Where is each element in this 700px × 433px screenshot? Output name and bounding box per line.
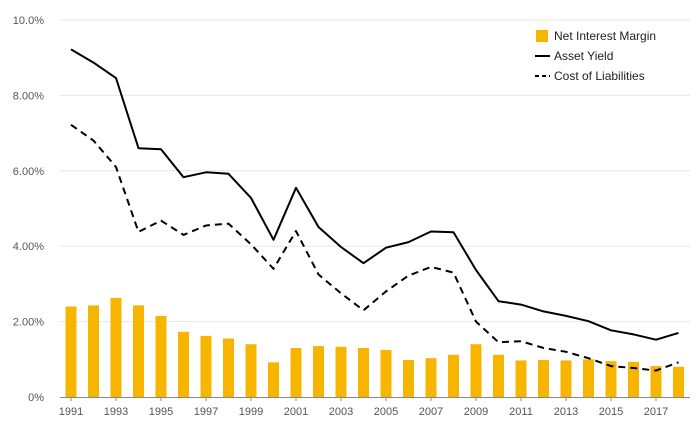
- bar-net-interest-margin: [583, 359, 594, 397]
- legend-swatch-net-interest-margin: [536, 30, 548, 42]
- bar-net-interest-margin: [313, 346, 324, 397]
- bar-net-interest-margin: [200, 335, 212, 397]
- bar-net-interest-margin: [493, 354, 504, 397]
- bar-net-interest-margin: [110, 297, 122, 397]
- bar-net-interest-margin: [515, 360, 527, 397]
- x-tick-label: 2011: [509, 406, 533, 418]
- bar-net-interest-margin: [628, 361, 639, 397]
- y-tick-label: 10.0%: [13, 15, 44, 27]
- line-cost-of-liabilities: [70, 123, 679, 372]
- legend-label: Asset Yield: [554, 49, 613, 63]
- y-tick-label: 6.00%: [13, 166, 44, 178]
- bar-net-interest-margin: [268, 362, 279, 397]
- bar-net-interest-margin: [425, 358, 437, 397]
- x-axis-tick-labels: 1991 1993 1995 1997 1999 2001 2003 2005 2007 2009…: [59, 397, 668, 418]
- x-tick-label: 1993: [104, 406, 128, 418]
- bar-net-interest-margin: [65, 306, 77, 397]
- x-tick-label: 2005: [374, 406, 398, 418]
- bar-net-interest-margin: [178, 331, 189, 397]
- x-tick-label: 1991: [59, 406, 83, 418]
- bar-net-interest-margin: [133, 305, 144, 397]
- y-gridlines: [60, 19, 690, 323]
- bar-net-interest-margin: [650, 366, 662, 397]
- y-tick-label: 0%: [28, 392, 44, 404]
- x-tick-label: 2015: [599, 406, 623, 418]
- x-tick-label: 2003: [329, 406, 353, 418]
- bar-net-interest-margin: [155, 315, 167, 397]
- x-tick-label: 2007: [419, 406, 443, 418]
- y-axis-tick-labels: 0% 2.00% 4.00% 6.00% 8.00% 10.0%: [13, 15, 44, 404]
- x-tick-label: 1999: [239, 406, 263, 418]
- y-tick-label: 4.00%: [13, 241, 44, 253]
- bar-net-interest-margin: [538, 360, 549, 397]
- line-series: [70, 48, 679, 372]
- legend: Net Interest Margin Asset Yield Cost of Li…: [535, 29, 656, 83]
- bar-net-interest-margin: [223, 338, 234, 397]
- bar-net-interest-margin: [605, 361, 617, 397]
- bar-net-interest-margin: [380, 349, 392, 397]
- bar-net-interest-margin: [470, 344, 482, 397]
- bar-net-interest-margin: [335, 346, 347, 397]
- y-tick-label: 8.00%: [13, 90, 44, 102]
- bar-net-interest-margin: [88, 305, 99, 397]
- x-tick-label: 1995: [149, 406, 173, 418]
- x-tick-label: 2017: [644, 406, 668, 418]
- legend-label: Cost of Liabilities: [554, 69, 645, 83]
- x-tick-label: 2001: [284, 406, 308, 418]
- x-tick-label: 2009: [464, 406, 488, 418]
- bar-net-interest-margin: [290, 347, 302, 397]
- bar-net-interest-margin: [560, 360, 572, 397]
- x-tick-label: 2013: [554, 406, 578, 418]
- x-tick-label: 1997: [194, 406, 218, 418]
- bar-net-interest-margin: [673, 366, 684, 397]
- legend-label: Net Interest Margin: [554, 29, 656, 43]
- bar-net-interest-margin: [403, 360, 414, 397]
- bar-net-interest-margin: [448, 354, 459, 397]
- line-asset-yield: [70, 48, 679, 341]
- bar-net-interest-margin: [358, 347, 369, 397]
- y-tick-label: 2.00%: [13, 317, 44, 329]
- net-interest-margin-bars: [65, 297, 684, 397]
- bar-net-interest-margin: [245, 344, 257, 397]
